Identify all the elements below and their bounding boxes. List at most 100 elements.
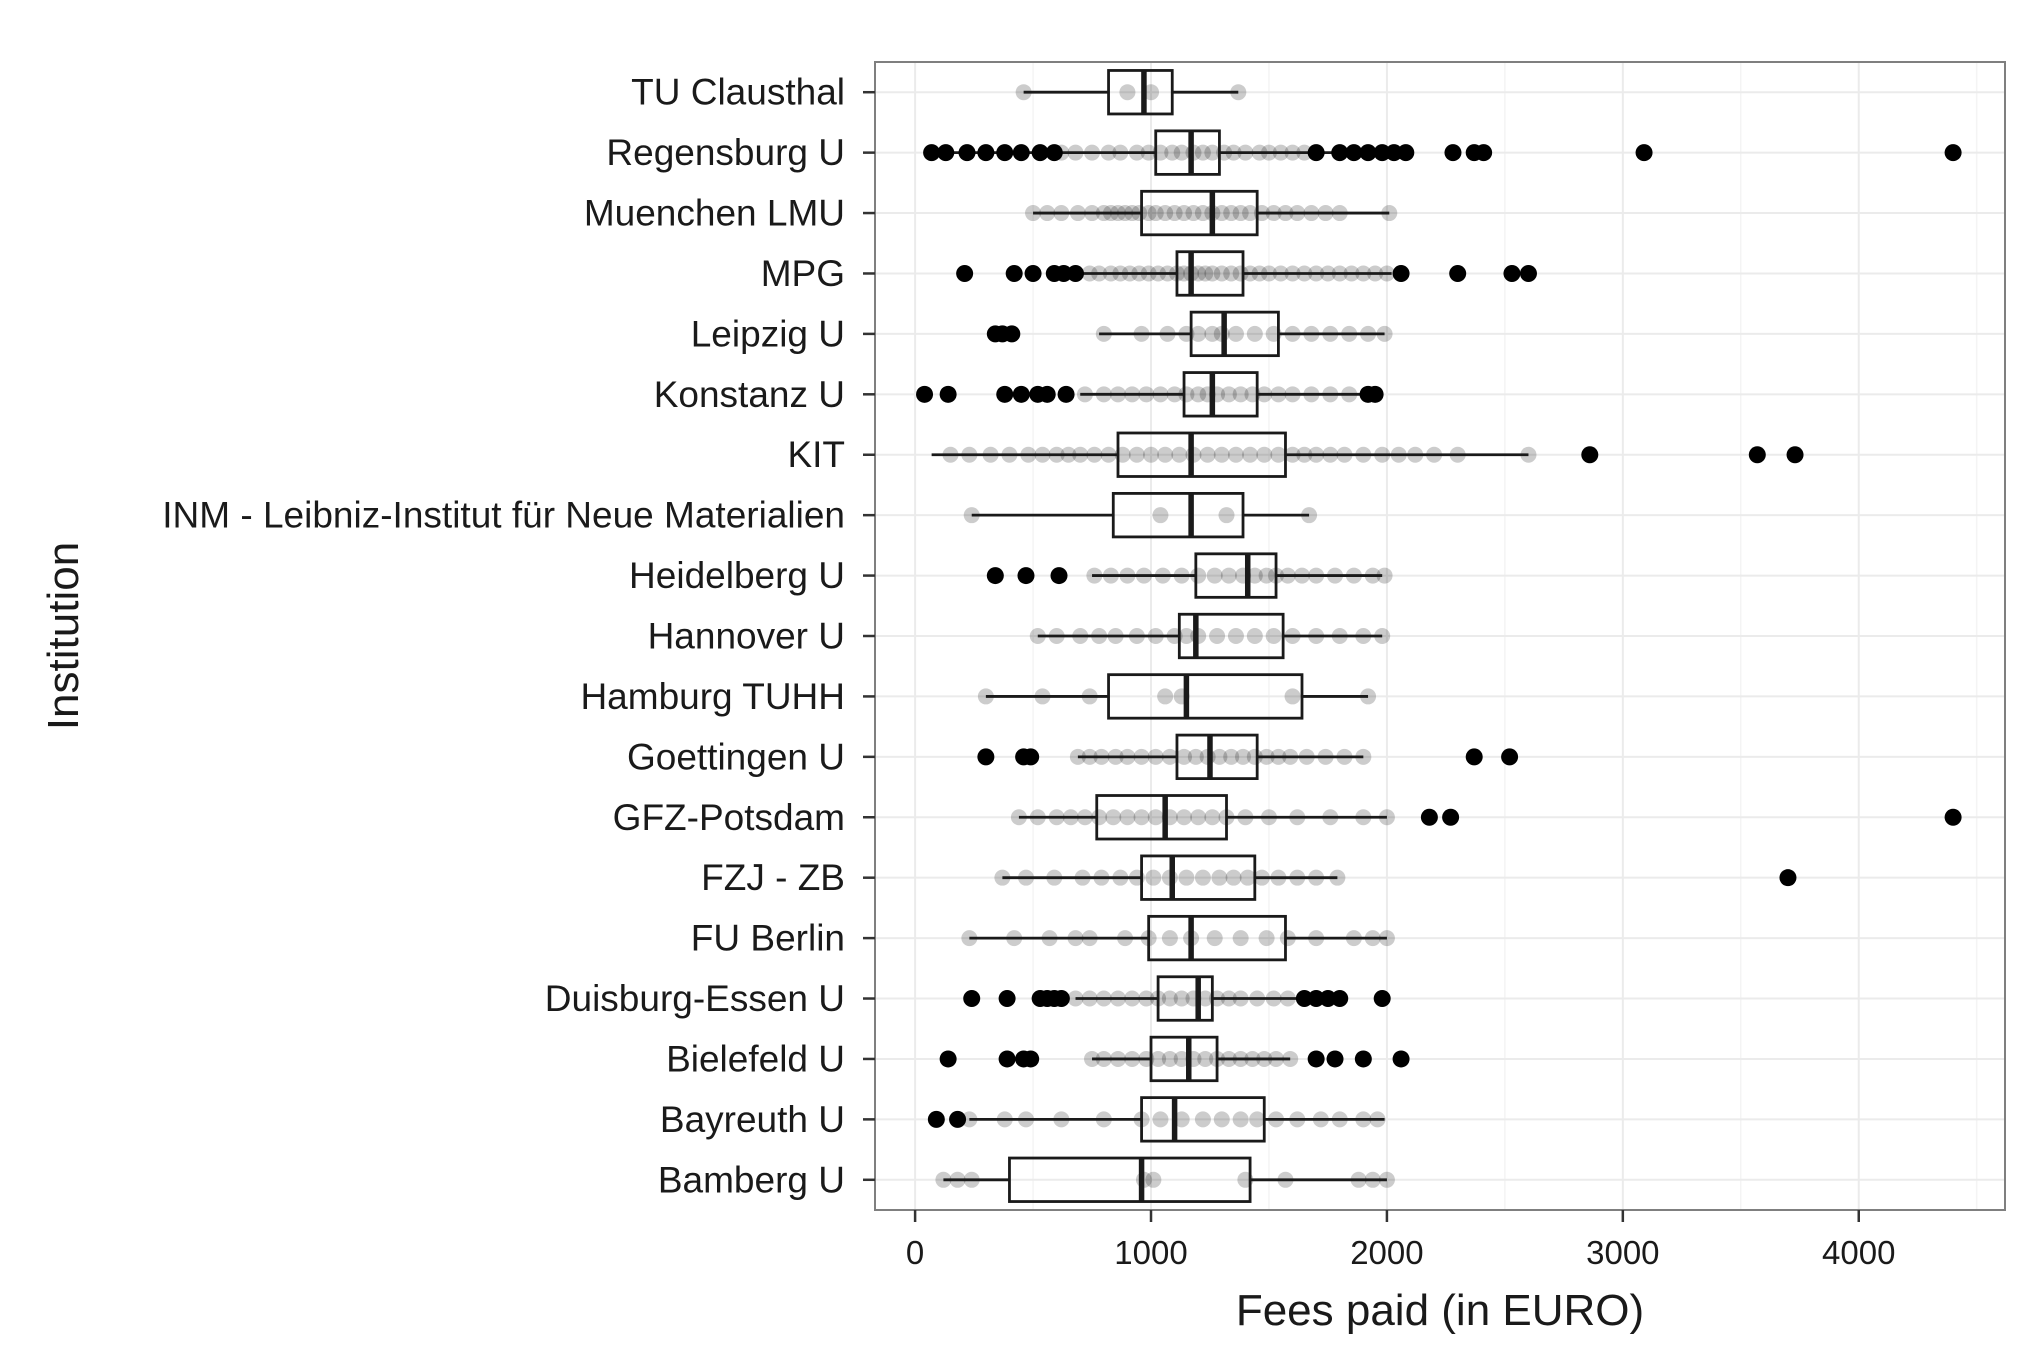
y-tick-label: Duisburg-Essen U <box>545 978 845 1019</box>
jitter-point <box>1284 688 1301 705</box>
outlier-point <box>1017 567 1035 585</box>
jitter-point <box>1178 869 1195 886</box>
jitter-point <box>1105 809 1122 826</box>
jitter-point <box>1119 84 1136 101</box>
jitter-point <box>1235 748 1252 765</box>
jitter-point <box>1164 144 1181 161</box>
y-tick-label: Hamburg TUHH <box>580 676 845 717</box>
outlier-point <box>1057 385 1075 403</box>
outlier-point <box>1022 748 1040 766</box>
outlier-point <box>1307 144 1325 162</box>
jitter-point <box>1232 1111 1249 1128</box>
outlier-point <box>1326 1050 1344 1068</box>
outlier-point <box>1944 144 1962 162</box>
x-tick-label: 4000 <box>1822 1234 1895 1271</box>
box-iqr <box>1140 854 1257 901</box>
box-iqr <box>1189 310 1280 358</box>
box-iqr <box>1107 673 1304 720</box>
jitter-point <box>1239 869 1256 886</box>
outlier-point <box>1295 990 1313 1008</box>
box-iqr <box>1175 250 1245 297</box>
y-tick-label: Bamberg U <box>658 1159 845 1200</box>
jitter-point <box>1220 386 1237 403</box>
outlier-point <box>1581 446 1599 464</box>
jitter-point <box>1140 205 1157 222</box>
jitter-point <box>1173 1111 1190 1128</box>
x-axis-title: Fees paid (in EURO) <box>1236 1286 1644 1335</box>
jitter-point <box>1246 567 1263 584</box>
outlier-point <box>1501 748 1519 766</box>
outlier-point <box>1307 990 1325 1008</box>
jitter-point <box>1206 567 1223 584</box>
jitter-point <box>1256 446 1273 463</box>
jitter-point <box>1258 930 1275 947</box>
outlier-point <box>977 748 995 766</box>
jitter-point <box>1213 446 1230 463</box>
y-tick-label: Muenchen LMU <box>584 193 845 234</box>
jitter-point <box>1161 990 1178 1007</box>
jitter-point <box>1185 205 1202 222</box>
box-16 <box>1092 1035 1291 1083</box>
jitter-point <box>1173 144 1190 161</box>
outlier-point <box>1444 144 1462 162</box>
jitter-point <box>1157 205 1174 222</box>
y-tick-label: TU Clausthal <box>631 72 845 113</box>
box-15 <box>1075 975 1298 1022</box>
jitter-point <box>1194 205 1211 222</box>
outlier-point <box>998 990 1016 1008</box>
box-iqr <box>1140 1096 1266 1143</box>
outlier-point <box>1045 144 1063 162</box>
box-8 <box>1092 552 1383 599</box>
jitter-point <box>1232 386 1249 403</box>
outlier-point <box>1465 748 1483 766</box>
jitter-point <box>1187 748 1204 765</box>
jitter-point <box>1145 869 1162 886</box>
outlier-point <box>958 144 976 162</box>
y-tick-label: MPG <box>761 253 845 294</box>
jitter-point <box>1178 628 1195 644</box>
jitter-point <box>1218 507 1235 524</box>
jitter-point <box>1211 869 1228 886</box>
outlier-point <box>1779 869 1797 887</box>
y-tick-label: FU Berlin <box>691 918 845 959</box>
outlier-point <box>1519 264 1537 282</box>
jitter-point <box>1133 809 1150 826</box>
jitter-point <box>1213 205 1230 222</box>
outlier-point <box>916 385 934 403</box>
box-18 <box>943 1156 1387 1203</box>
jitter-point <box>1258 567 1275 584</box>
jitter-point <box>1232 930 1249 947</box>
outlier-point <box>927 1110 945 1128</box>
outlier-point <box>1449 264 1467 282</box>
outlier-point <box>1307 1050 1325 1068</box>
jitter-point <box>1376 567 1393 584</box>
jitter-point <box>1204 265 1221 282</box>
outlier-point <box>1397 144 1415 162</box>
outlier-point <box>1331 144 1349 162</box>
outlier-point <box>1392 264 1410 282</box>
jitter-point <box>1173 990 1190 1007</box>
jitter-point <box>1147 205 1164 222</box>
jitter-point <box>1246 748 1263 765</box>
outlier-point <box>956 264 974 282</box>
outlier-point <box>1392 1050 1410 1068</box>
jitter-point <box>1242 205 1259 222</box>
box-iqr <box>1008 1156 1252 1203</box>
box-2 <box>1033 189 1390 237</box>
outlier-point <box>939 1050 957 1068</box>
jitter-point <box>1232 205 1249 222</box>
x-tick-label: 1000 <box>1114 1234 1187 1271</box>
outlier-point <box>1031 144 1049 162</box>
box-iqr <box>1107 69 1174 116</box>
jitter-point <box>1171 446 1188 463</box>
jitter-point <box>1190 386 1207 403</box>
box-0 <box>1023 69 1239 116</box>
outlier-point <box>1420 808 1438 826</box>
jitter-point <box>1176 205 1193 222</box>
jitter-point <box>1145 1171 1162 1188</box>
jitter-point <box>1147 809 1164 826</box>
y-tick-label: Leipzig U <box>691 313 845 354</box>
jitter-point <box>1204 144 1221 161</box>
outlier-point <box>1503 264 1521 282</box>
